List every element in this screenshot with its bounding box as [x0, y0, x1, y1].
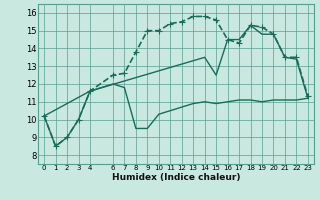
X-axis label: Humidex (Indice chaleur): Humidex (Indice chaleur): [112, 173, 240, 182]
